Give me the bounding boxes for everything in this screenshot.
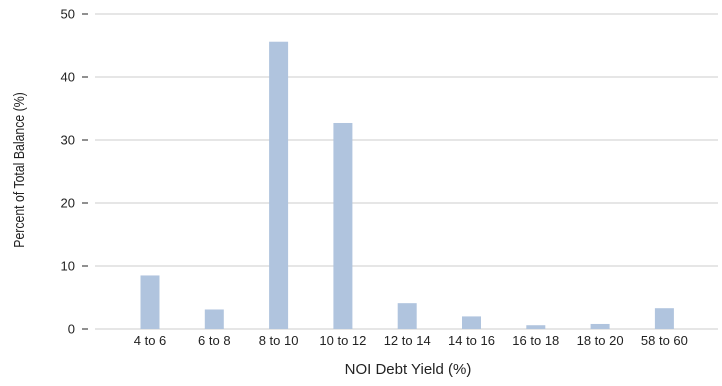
x-axis-ticks: 4 to 6 6 to 8 8 to 10 10 to 12 12 to 14 14 to… bbox=[134, 333, 688, 348]
y-tick-label: 40 bbox=[61, 70, 75, 85]
y-tick-label: 0 bbox=[68, 322, 75, 337]
x-tick-label: 58 to 60 bbox=[641, 333, 688, 348]
bar-6 bbox=[526, 325, 546, 329]
x-axis-label: NOI Debt Yield (%) bbox=[345, 361, 472, 378]
x-tick-label: 8 to 10 bbox=[259, 333, 299, 348]
x-tick-label: 12 to 14 bbox=[384, 333, 431, 348]
gridlines bbox=[95, 13, 718, 330]
x-tick-label: 14 to 16 bbox=[448, 333, 495, 348]
bar-1 bbox=[204, 309, 224, 329]
x-tick-label: 16 to 18 bbox=[512, 333, 559, 348]
x-tick-label: 6 to 8 bbox=[198, 333, 231, 348]
bars bbox=[140, 41, 674, 330]
bar-7 bbox=[590, 323, 610, 329]
y-tick-label: 10 bbox=[61, 259, 75, 274]
y-tick-label: 50 bbox=[61, 7, 75, 22]
bar-0 bbox=[140, 275, 160, 329]
y-axis-ticks: 0 10 20 30 40 50 bbox=[61, 7, 88, 337]
x-tick-label: 10 to 12 bbox=[319, 333, 366, 348]
y-axis-label: Percent of Total Balance (%) bbox=[11, 92, 27, 248]
bar-5 bbox=[462, 316, 481, 329]
bar-8 bbox=[654, 308, 674, 329]
y-tick-label: 20 bbox=[61, 196, 75, 211]
x-tick-label: 18 to 20 bbox=[577, 333, 624, 348]
bar-4 bbox=[397, 303, 417, 329]
bar-2 bbox=[269, 41, 289, 329]
x-tick-label: 4 to 6 bbox=[134, 333, 167, 348]
y-tick-label: 30 bbox=[61, 133, 75, 148]
bar-3 bbox=[333, 122, 353, 330]
